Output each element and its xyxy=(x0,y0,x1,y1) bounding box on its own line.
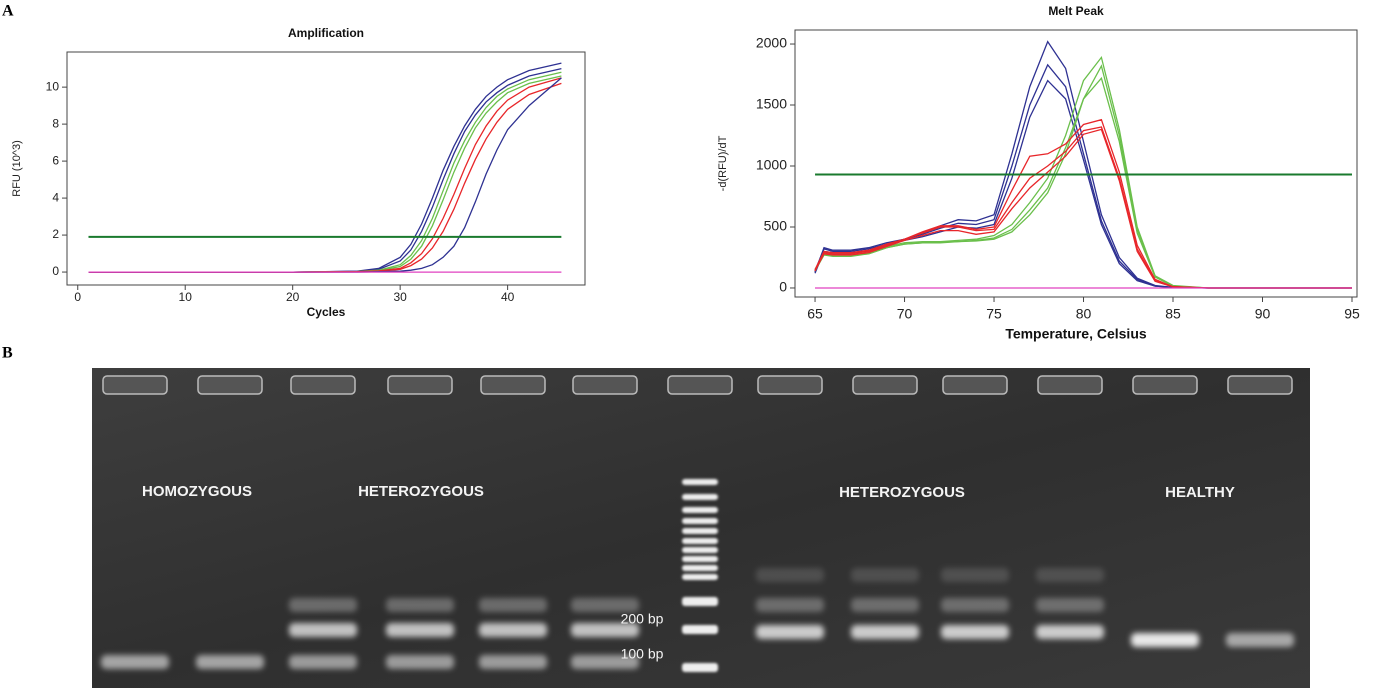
gel-band xyxy=(386,655,454,669)
ladder-band xyxy=(682,547,718,553)
y-tick-label: 0 xyxy=(52,264,59,278)
gel-band xyxy=(1131,633,1199,647)
y-tick-label: 4 xyxy=(52,190,59,204)
x-tick-label: 80 xyxy=(1076,306,1092,322)
x-tick-label: 90 xyxy=(1255,306,1271,322)
gel-well xyxy=(1132,375,1198,395)
gel-label: HEALTHY xyxy=(1165,484,1235,501)
plot-area xyxy=(66,51,586,286)
x-tick-label: 75 xyxy=(986,306,1002,322)
gel-well xyxy=(290,375,356,395)
chart-title: Amplification xyxy=(288,26,364,40)
y-tick-label: 0 xyxy=(779,279,787,295)
x-tick-label: 40 xyxy=(501,290,515,304)
x-tick-label: 65 xyxy=(807,306,823,322)
y-tick-label: 500 xyxy=(764,218,788,234)
x-tick-label: 70 xyxy=(897,306,913,322)
gel-label: HETEROZYGOUS xyxy=(839,484,965,501)
gel-band xyxy=(941,625,1009,639)
gel-band xyxy=(1036,625,1104,639)
gel-band xyxy=(941,568,1009,582)
x-axis-title: Temperature, Celsius xyxy=(1005,326,1147,342)
ladder-band xyxy=(682,518,718,524)
gel-well xyxy=(1037,375,1103,395)
ladder-band xyxy=(682,494,718,500)
x-tick-label: 10 xyxy=(179,290,193,304)
gel-band xyxy=(1036,598,1104,612)
y-tick-label: 2 xyxy=(52,227,59,241)
marker-label: 100 bp xyxy=(621,646,664,662)
gel-band xyxy=(1036,568,1104,582)
gel-band xyxy=(386,598,454,612)
gel-band xyxy=(479,623,547,637)
gel-well xyxy=(1227,375,1293,395)
ladder-band xyxy=(682,538,718,544)
gel-well xyxy=(852,375,918,395)
gel-well xyxy=(757,375,823,395)
ladder-band xyxy=(682,556,718,562)
gel-well xyxy=(942,375,1008,395)
panel-label: B xyxy=(2,345,13,362)
x-tick-label: 85 xyxy=(1165,306,1181,322)
y-tick-label: 10 xyxy=(46,79,60,93)
data-line xyxy=(814,128,1352,289)
gel-well xyxy=(387,375,453,395)
y-tick-label: 1500 xyxy=(756,96,787,112)
panel-label: A xyxy=(2,3,14,20)
gel-band xyxy=(479,598,547,612)
gel-well xyxy=(480,375,546,395)
ladder-band xyxy=(682,574,718,580)
gel-label: HETEROZYGOUS xyxy=(358,483,484,500)
ladder-band xyxy=(682,565,718,571)
gel-band xyxy=(571,655,639,669)
marker-label: 200 bp xyxy=(621,611,664,627)
gel-image xyxy=(92,368,1310,688)
y-tick-label: 2000 xyxy=(756,35,787,51)
gel-band xyxy=(196,655,264,669)
gel-band xyxy=(756,625,824,639)
x-tick-label: 30 xyxy=(393,290,407,304)
ladder-band xyxy=(682,528,718,534)
gel-band xyxy=(479,655,547,669)
gel-band xyxy=(851,625,919,639)
gel-band xyxy=(941,598,1009,612)
gel-band xyxy=(571,598,639,612)
gel-band xyxy=(101,655,169,669)
gel-label: HOMOZYGOUS xyxy=(142,483,252,500)
gel-well xyxy=(197,375,263,395)
gel-band xyxy=(289,655,357,669)
ladder-band xyxy=(682,663,718,672)
y-tick-label: 1000 xyxy=(756,157,787,173)
gel-band xyxy=(571,623,639,637)
ladder-band xyxy=(682,625,718,634)
y-axis-title: RFU (10^3) xyxy=(11,140,23,197)
gel-well xyxy=(667,375,733,395)
y-tick-label: 6 xyxy=(52,153,59,167)
gel-band xyxy=(289,623,357,637)
chart-title: Melt Peak xyxy=(1048,4,1104,18)
gel-well xyxy=(572,375,638,395)
ladder-band xyxy=(682,507,718,513)
plot-area xyxy=(794,29,1358,298)
gel-well xyxy=(102,375,168,395)
gel-band xyxy=(756,568,824,582)
x-tick-label: 95 xyxy=(1344,306,1360,322)
gel-band xyxy=(289,598,357,612)
ladder-band xyxy=(682,597,718,606)
x-tick-label: 0 xyxy=(74,290,81,304)
gel-band xyxy=(756,598,824,612)
gel-band xyxy=(386,623,454,637)
gel-band xyxy=(1226,633,1294,647)
y-tick-label: 8 xyxy=(52,116,59,130)
ladder-band xyxy=(682,479,718,485)
y-axis-title: -d(RFU)/dT xyxy=(717,135,729,191)
x-axis-title: Cycles xyxy=(307,305,346,319)
data-line xyxy=(814,64,1352,289)
gel-band xyxy=(851,568,919,582)
gel-band xyxy=(851,598,919,612)
x-tick-label: 20 xyxy=(286,290,300,304)
